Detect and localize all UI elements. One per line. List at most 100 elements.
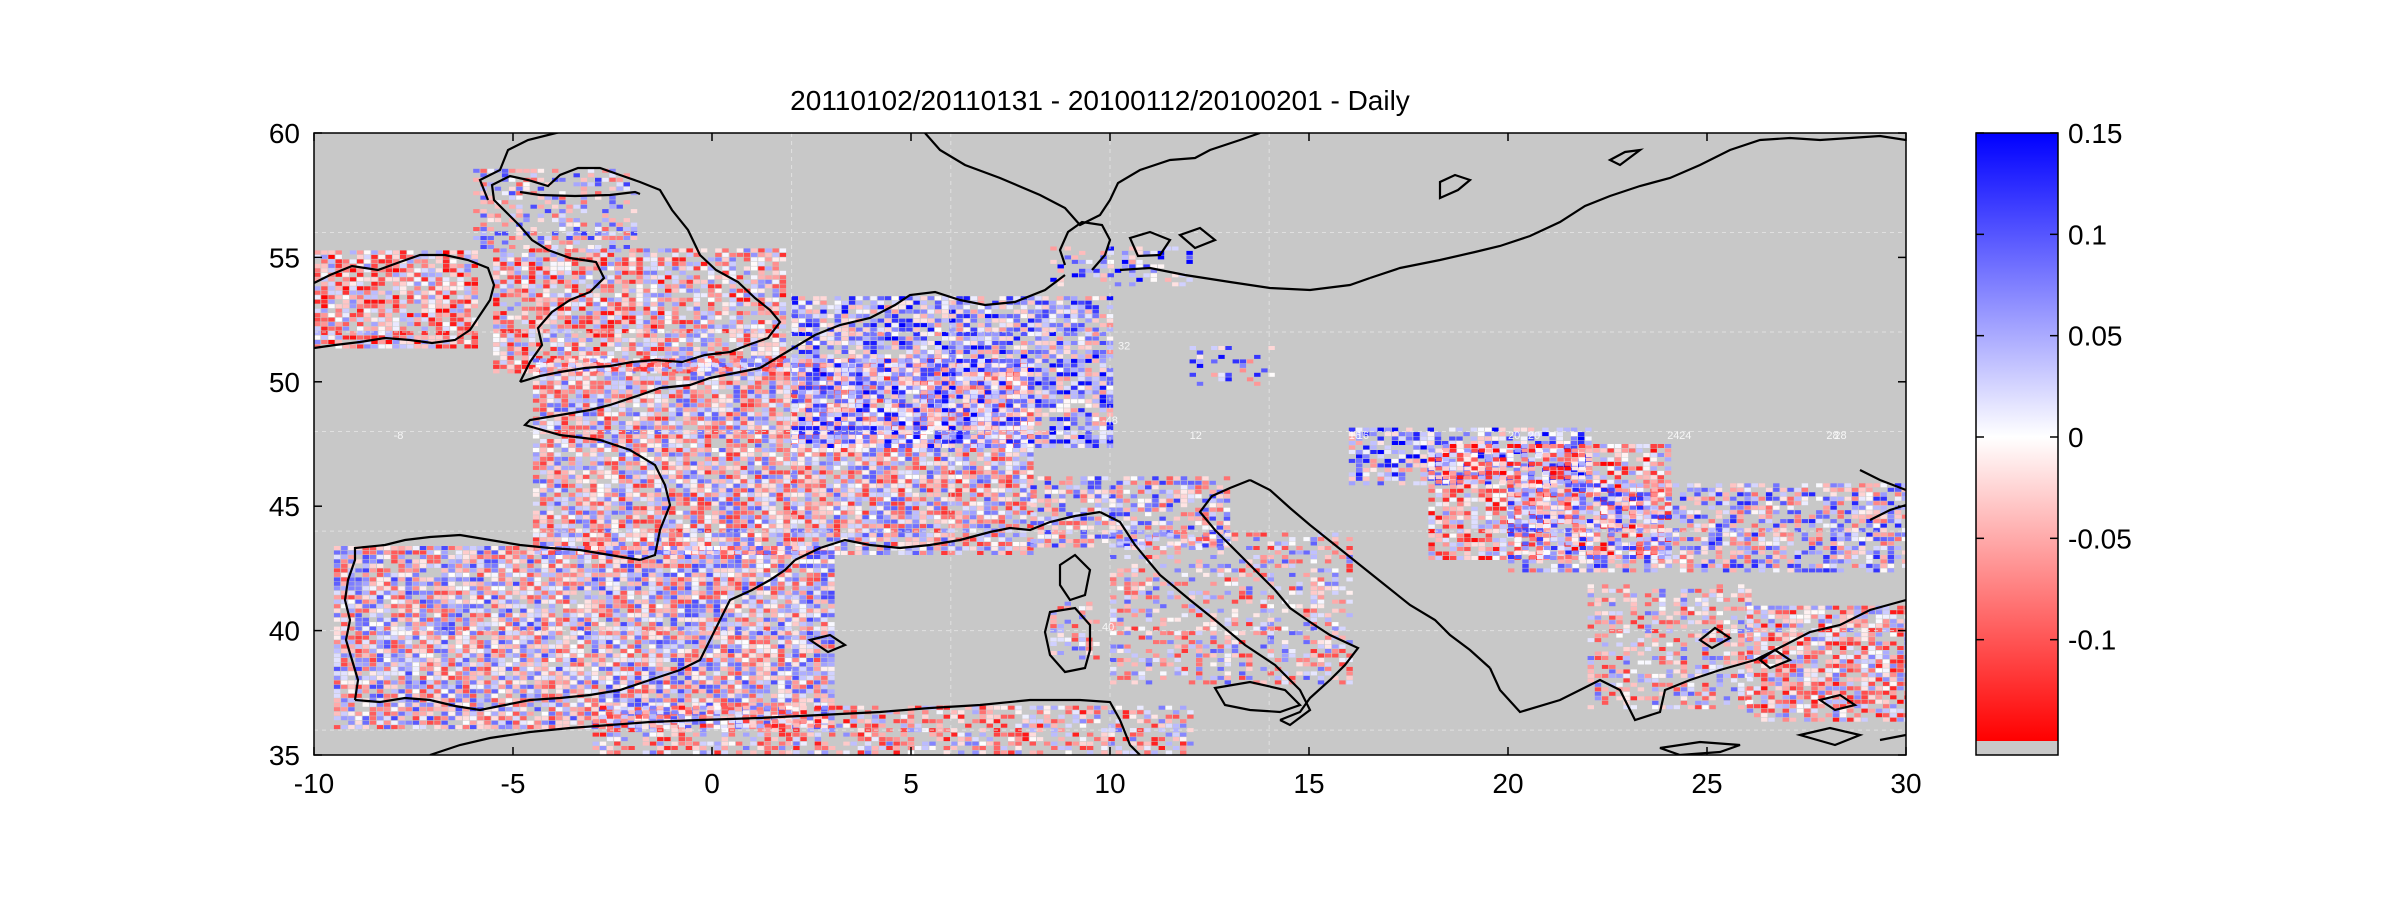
anomaly-pixel xyxy=(421,254,428,259)
anomaly-pixel xyxy=(640,421,647,426)
anomaly-pixel xyxy=(650,320,658,325)
anomaly-pixel xyxy=(736,324,744,329)
anomaly-pixel xyxy=(614,329,622,334)
anomaly-pixel xyxy=(790,465,798,470)
anomaly-pixel xyxy=(593,302,600,307)
anomaly-pixel xyxy=(550,311,557,316)
anomaly-pixel xyxy=(528,297,536,302)
anomaly-pixel xyxy=(726,456,733,461)
anomaly-pixel xyxy=(772,261,779,266)
anomaly-pixel xyxy=(884,318,892,323)
anomaly-pixel xyxy=(949,332,956,336)
anomaly-pixel xyxy=(654,425,662,430)
anomaly-pixel xyxy=(977,479,984,484)
anomaly-pixel xyxy=(905,510,912,515)
anomaly-pixel xyxy=(500,324,507,329)
anomaly-pixel xyxy=(1005,501,1013,506)
anomaly-pixel xyxy=(414,313,421,318)
anomaly-pixel xyxy=(819,474,826,479)
anomaly-pixel xyxy=(769,456,776,461)
anomaly-pixel xyxy=(790,506,798,511)
anomaly-pixel xyxy=(704,362,712,367)
anomaly-pixel xyxy=(683,497,690,502)
anomaly-pixel xyxy=(559,240,566,245)
anomaly-pixel xyxy=(626,501,633,506)
anomaly-pixel xyxy=(568,542,576,546)
anomaly-pixel xyxy=(471,335,478,340)
anomaly-pixel xyxy=(841,332,849,336)
anomaly-pixel xyxy=(884,314,892,319)
anomaly-pixel xyxy=(575,488,583,493)
anomaly-pixel xyxy=(783,492,790,497)
anomaly-pixel xyxy=(665,347,672,351)
anomaly-pixel xyxy=(633,461,640,466)
anomaly-pixel xyxy=(934,501,941,506)
anomaly-pixel xyxy=(647,362,654,367)
anomaly-pixel xyxy=(697,452,705,457)
anomaly-pixel xyxy=(428,299,435,304)
anomaly-pixel xyxy=(1027,488,1034,493)
anomaly-pixel xyxy=(876,524,884,529)
anomaly-pixel xyxy=(813,336,820,341)
anomaly-pixel xyxy=(428,295,435,300)
anomaly-pixel xyxy=(736,293,744,298)
anomaly-pixel xyxy=(712,362,719,367)
anomaly-pixel xyxy=(949,385,956,390)
anomaly-pixel xyxy=(643,297,650,302)
anomaly-pixel xyxy=(618,452,626,457)
anomaly-pixel xyxy=(826,376,833,381)
anomaly-pixel xyxy=(629,257,636,262)
anomaly-pixel xyxy=(654,456,662,461)
anomaly-pixel xyxy=(532,533,540,538)
anomaly-pixel xyxy=(630,227,638,231)
anomaly-pixel xyxy=(547,501,554,506)
anomaly-pixel xyxy=(669,434,676,439)
anomaly-pixel xyxy=(826,456,833,461)
anomaly-pixel xyxy=(583,542,590,546)
anomaly-pixel xyxy=(1020,479,1027,484)
anomaly-pixel xyxy=(765,266,772,271)
anomaly-pixel xyxy=(521,279,529,284)
anomaly-pixel xyxy=(740,416,748,421)
anomaly-pixel xyxy=(827,385,834,390)
anomaly-pixel xyxy=(661,470,669,475)
anomaly-pixel xyxy=(991,465,998,470)
anomaly-pixel xyxy=(905,452,912,457)
anomaly-pixel xyxy=(920,439,927,444)
anomaly-pixel xyxy=(507,266,514,271)
anomaly-pixel xyxy=(841,421,849,426)
anomaly-pixel xyxy=(540,362,547,367)
anomaly-pixel xyxy=(772,266,779,271)
anomaly-pixel xyxy=(676,537,683,542)
anomaly-pixel xyxy=(805,305,813,310)
anomaly-pixel xyxy=(561,394,568,399)
anomaly-pixel xyxy=(629,342,636,347)
anomaly-pixel xyxy=(697,407,705,412)
anomaly-pixel xyxy=(913,372,920,377)
anomaly-pixel xyxy=(826,483,833,488)
anomaly-pixel xyxy=(590,465,597,470)
anomaly-pixel xyxy=(557,338,564,342)
anomaly-pixel xyxy=(514,266,521,271)
anomaly-pixel xyxy=(991,519,998,524)
anomaly-pixel xyxy=(870,376,877,381)
anomaly-pixel xyxy=(729,297,736,302)
anomaly-pixel xyxy=(740,403,748,408)
anomaly-pixel xyxy=(783,479,790,484)
anomaly-pixel xyxy=(891,341,899,345)
anomaly-pixel xyxy=(623,200,630,205)
anomaly-pixel xyxy=(891,314,899,319)
anomaly-pixel xyxy=(919,515,927,520)
anomaly-pixel xyxy=(400,335,407,340)
anomaly-pixel xyxy=(335,250,342,255)
anomaly-pixel xyxy=(633,537,640,542)
anomaly-pixel xyxy=(371,272,378,277)
anomaly-pixel xyxy=(834,296,841,301)
anomaly-pixel xyxy=(863,412,870,417)
anomaly-pixel xyxy=(862,443,869,448)
anomaly-pixel xyxy=(618,497,626,502)
anomaly-pixel xyxy=(863,323,870,328)
anomaly-pixel xyxy=(571,315,579,320)
anomaly-pixel xyxy=(783,510,790,515)
anomaly-pixel xyxy=(561,439,568,443)
